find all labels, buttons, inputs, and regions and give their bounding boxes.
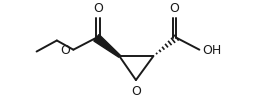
Text: O: O	[93, 2, 103, 15]
Text: O: O	[131, 85, 141, 98]
Text: O: O	[170, 2, 180, 15]
Text: O: O	[60, 44, 70, 57]
Text: OH: OH	[202, 44, 221, 57]
Polygon shape	[94, 34, 120, 57]
